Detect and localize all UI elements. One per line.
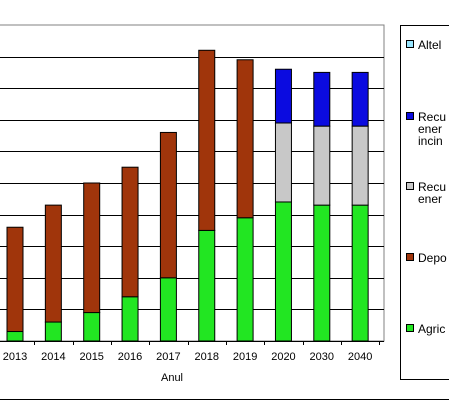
legend-label: ener [418, 122, 442, 136]
bar-segment [236, 217, 254, 342]
bar-segment [121, 296, 139, 342]
x-tick-label: 2020 [271, 351, 295, 363]
legend-swatch [406, 253, 414, 261]
x-tick-label: 2016 [118, 351, 142, 363]
bar-segment [198, 229, 216, 342]
bar-segment [83, 312, 101, 342]
bar-segment [6, 226, 24, 333]
bar-segment [351, 204, 369, 342]
bar-segment [198, 49, 216, 231]
x-tick-label: 2017 [156, 351, 180, 363]
bar-segment [274, 68, 292, 124]
bar-segment [313, 71, 331, 127]
legend-label: incin [418, 134, 443, 148]
bar-segment [159, 131, 177, 279]
legend-swatch [406, 324, 414, 332]
x-tick-label: 2013 [3, 351, 27, 363]
bar-segment [44, 321, 62, 342]
legend-label: Recu [418, 180, 446, 194]
legend-label: Agric [418, 322, 445, 336]
bar-segment [351, 71, 369, 127]
bar-segment [351, 125, 369, 206]
bar-segment [6, 331, 24, 342]
bar-segment [121, 166, 139, 298]
x-axis: 2013 2014 2015 2016 2017 2018 2019 2020 2030 2040 [0, 341, 384, 363]
x-tick-label: 2015 [79, 351, 103, 363]
bar-segment [159, 277, 177, 342]
legend-box [400, 25, 449, 380]
legend-swatch [406, 182, 414, 190]
legend-label: Recu [418, 110, 446, 124]
bar-segment [274, 122, 292, 203]
bar-segment [274, 201, 292, 342]
x-tick-label: 2019 [233, 351, 257, 363]
x-tick-label: 2014 [41, 351, 65, 363]
plot-area [0, 24, 385, 342]
bar-segment [313, 204, 331, 342]
legend-label: Altel [418, 38, 441, 52]
legend-label: ener [418, 192, 442, 206]
bar-segment [83, 182, 101, 314]
bar-segment [313, 125, 331, 206]
legend-label: Depo [418, 251, 447, 265]
bar-segment [44, 204, 62, 323]
x-tick-label: 2018 [195, 351, 219, 363]
x-tick-label: 2030 [310, 351, 334, 363]
legend-swatch [406, 112, 414, 120]
x-axis-title: Anul [161, 372, 183, 384]
x-tick-label: 2040 [348, 351, 372, 363]
legend-swatch [406, 40, 414, 48]
bar-segment [236, 59, 254, 219]
